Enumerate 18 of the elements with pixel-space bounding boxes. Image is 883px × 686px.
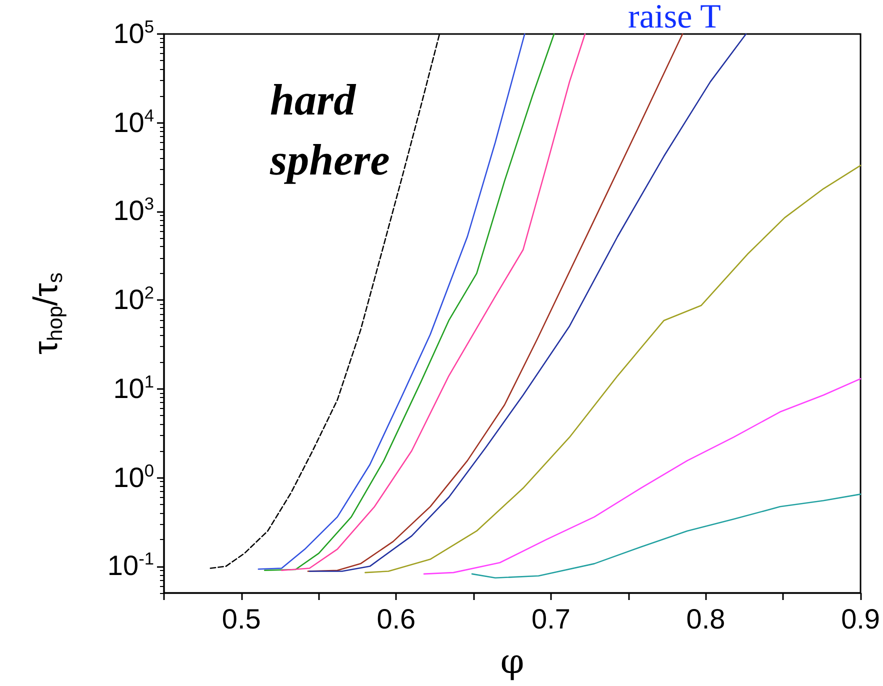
x-tick-label: 0.6 [376,604,416,634]
x-axis-title: φ [500,642,524,682]
y-tick-label: 10$^{-1}$ [107,548,154,582]
y-axis-title: τhop/τs [27,272,67,355]
y-tick-label: 10$^{2}$ [113,282,154,316]
x-tick-label: 0.9 [841,604,880,634]
y-tick-label: 10$^{5}$ [113,16,154,49]
x-tick-label: 0.5 [222,604,261,634]
y-tick-label: 10$^{4}$ [113,105,154,138]
y-tick-label: 10$^{1}$ [113,371,154,404]
x-tick-label: 0.7 [531,604,570,634]
y-tick-label: 10$^{0}$ [113,460,154,493]
line-series [423,378,862,575]
y-tick-label: 10$^{3}$ [113,194,154,226]
annotation: raise T [628,0,722,36]
x-tick-label: 0.8 [686,604,726,634]
line-series [471,494,862,579]
annotation: hard sphere [269,76,390,184]
